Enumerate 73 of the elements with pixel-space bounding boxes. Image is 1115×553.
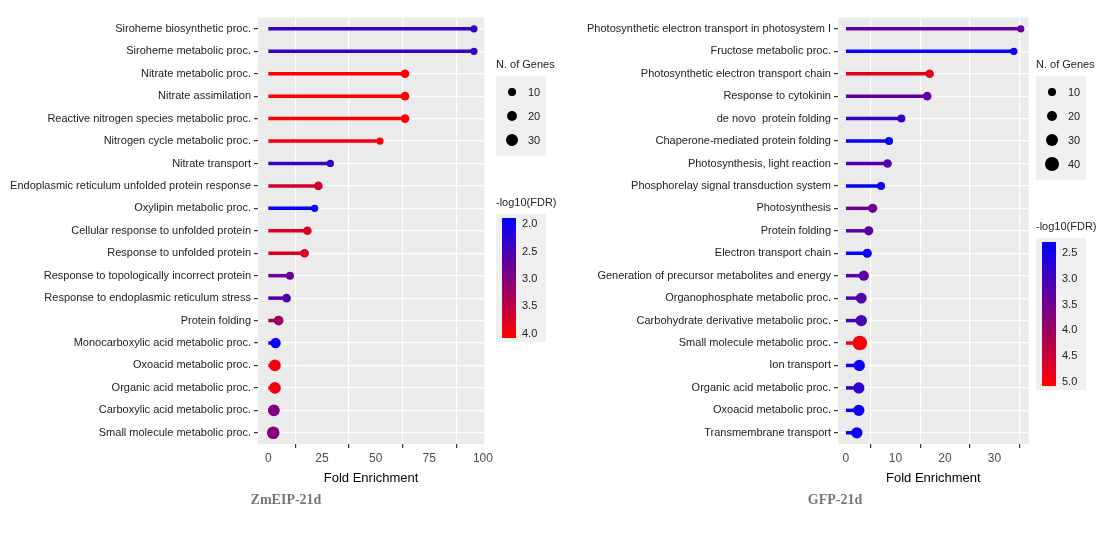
x-tick-label: 25 <box>315 450 329 465</box>
x-tick-label: 50 <box>368 450 383 465</box>
legend-label: 10 <box>528 86 541 98</box>
y-tick-label: Protein folding <box>760 223 831 236</box>
y-tick-label: Phosphorelay signal transduction system <box>631 178 831 191</box>
text: ZmEIP-21d <box>250 492 322 508</box>
y-tick-label: Response to unfolded protein <box>107 246 251 259</box>
y-tick-label: Chaperone-mediated protein folding <box>655 134 831 147</box>
y-tick-label: Organic acid metabolic proc. <box>691 380 831 393</box>
y-tick-label: Small molecule metabolic proc. <box>678 336 831 349</box>
x-tick-label: 10 <box>888 450 903 465</box>
y-tick-label: Oxoacid metabolic proc. <box>713 403 831 416</box>
y-tick-label: Response to endoplasmic reticulum stress <box>44 291 252 304</box>
color-bar-label: 4.5 <box>1062 348 1078 363</box>
y-tick-label: Nitrogen cycle metabolic proc. <box>103 134 251 147</box>
legend-label: 30 <box>1068 134 1081 146</box>
y-tick-label: Transmembrane transport <box>704 425 831 438</box>
y-tick-label: Cellular response to unfolded protein <box>71 223 251 236</box>
y-tick-label: Nitrate metabolic proc. <box>140 66 251 79</box>
y-tick-label: de novo protein folding <box>716 111 831 124</box>
y-tick-label: Monocarboxylic acid metabolic proc. <box>73 336 251 349</box>
y-tick-label: Small molecule metabolic proc. <box>98 425 251 438</box>
legend-label: 40 <box>1068 158 1081 170</box>
y-tick-label: Photosynthesis, light reaction <box>687 156 831 169</box>
legend-label: 10 <box>1068 86 1081 98</box>
y-tick-label: Generation of precursor metabolites and energy <box>597 268 832 281</box>
y-tick-label: Oxylipin metabolic proc. <box>134 201 251 214</box>
text: GFP-21d <box>807 492 863 508</box>
y-tick-label: Oxoacid metabolic proc. <box>133 358 251 371</box>
y-tick-label: Endoplasmic reticulum unfolded protein response <box>10 178 251 191</box>
color-bar-title: -log10(FDR) <box>496 196 558 208</box>
legend-label: 20 <box>1068 110 1081 122</box>
y-tick-label: Photosynthetic electron transport in photosystem I <box>587 21 831 34</box>
y-tick-label: Nitrate assimilation <box>158 89 251 102</box>
y-tick-label: Carboxylic acid metabolic proc. <box>98 403 251 416</box>
color-bar-label: 4.0 <box>1062 322 1078 337</box>
y-tick-label: Electron transport chain <box>714 246 831 259</box>
y-tick-label: Photosynthesis <box>756 201 832 214</box>
color-bar-label: 3.5 <box>1062 296 1078 311</box>
x-tick-label: 75 <box>422 450 437 465</box>
y-tick-label: Ion transport <box>769 358 831 371</box>
color-bar-label: 4.0 <box>522 325 538 340</box>
color-bar-label: 3.5 <box>522 298 538 313</box>
color-bar-label: 3.0 <box>522 271 538 285</box>
y-tick-label: Siroheme biosynthetic proc. <box>115 21 251 34</box>
y-tick-label: Reactive nitrogen species metabolic proc. <box>47 111 251 124</box>
x-axis-title: Fold Enrichment <box>323 469 419 485</box>
x-tick-label: 30 <box>987 450 1002 465</box>
y-tick-label: Siroheme metabolic proc. <box>126 44 251 57</box>
legend-label: 30 <box>528 134 541 146</box>
x-axis-title: Fold Enrichment <box>886 469 982 485</box>
color-bar-label: 2.5 <box>1062 245 1078 260</box>
y-tick-label: Response to topologically incorrect protein <box>43 268 251 281</box>
x-tick-label: 20 <box>938 450 952 465</box>
y-tick-label: Photosynthetic electron transport chain <box>640 66 831 79</box>
legend-title: N. of Genes <box>1036 58 1096 70</box>
legend-title: N. of Genes <box>496 58 556 70</box>
x-tick-label: 0 <box>842 450 850 465</box>
color-bar-label: 3.0 <box>1062 271 1078 285</box>
y-tick-label: Protein folding <box>180 313 251 326</box>
color-bar-label: 2.5 <box>522 243 538 258</box>
x-tick-label: 100 <box>472 450 494 465</box>
legend-label: 20 <box>528 110 541 122</box>
y-tick-label: Response to cytokinin <box>723 89 831 102</box>
color-bar-title: -log10(FDR) <box>1036 220 1098 232</box>
y-tick-label: Organophosphate metabolic proc. <box>665 291 831 304</box>
y-tick-label: Carbohydrate derivative metabolic proc. <box>636 313 831 326</box>
y-tick-label: Nitrate transport <box>172 156 251 169</box>
x-tick-label: 0 <box>264 450 272 465</box>
y-tick-label: Fructose metabolic proc. <box>710 44 831 57</box>
color-bar-label: 5.0 <box>1062 373 1078 388</box>
y-tick-label: Organic acid metabolic proc. <box>111 380 251 393</box>
color-bar-label: 2.0 <box>522 216 538 231</box>
